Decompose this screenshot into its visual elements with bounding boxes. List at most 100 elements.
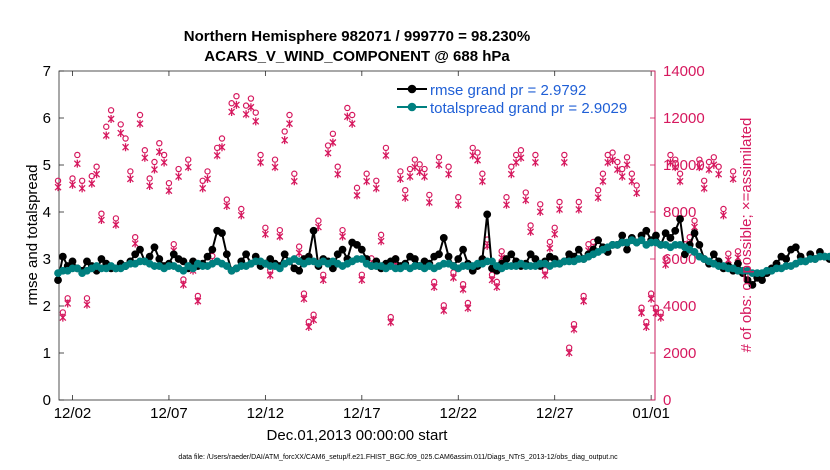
possible-obs-point [281, 128, 288, 135]
assimilated-obs-point [93, 170, 101, 179]
assimilated-obs-point [257, 158, 265, 167]
assimilated-obs-point [295, 248, 303, 257]
rmse-point [666, 233, 675, 242]
possible-obs-point [107, 107, 115, 114]
assimilated-obs-point [628, 177, 636, 186]
rmse-point [743, 276, 752, 285]
assimilated-obs-point [613, 165, 621, 174]
possible-obs-point [619, 165, 626, 173]
possible-obs-point [213, 144, 221, 152]
possible-obs-point [74, 151, 81, 159]
y-tick-label-left: 4 [43, 204, 51, 221]
assimilated-obs-point [184, 163, 192, 172]
possible-obs-point [373, 177, 380, 184]
y-tick-label-left: 0 [43, 392, 51, 409]
assimilated-obs-point [676, 177, 684, 186]
legend-rmse-marker [407, 84, 417, 94]
possible-obs-point [363, 170, 370, 177]
assimilated-obs-point [78, 184, 86, 193]
rmse-point [338, 245, 347, 254]
rmse-point [353, 241, 361, 249]
assimilated-obs-point [348, 119, 356, 128]
y-tick-label-right: 2000 [663, 345, 696, 362]
x-tick-label: 12/17 [343, 405, 381, 422]
assimilated-obs-point [126, 174, 134, 183]
assimilated-obs-point [141, 153, 149, 162]
possible-obs-point [175, 165, 182, 173]
assimilated-obs-point [353, 191, 361, 200]
possible-obs-point [522, 189, 529, 196]
assimilated-obs-point [329, 138, 337, 147]
rmse-point [483, 210, 492, 219]
plot-area [58, 70, 656, 401]
possible-obs-point [136, 111, 144, 119]
rmse-point [444, 252, 453, 261]
assimilated-obs-point [715, 170, 723, 179]
assimilated-obs-point [64, 299, 72, 308]
assimilated-obs-point [261, 230, 269, 239]
possible-obs-point [633, 182, 640, 189]
y-tick-label-left: 6 [43, 110, 51, 127]
possible-obs-point [146, 175, 153, 182]
possible-obs-point [93, 163, 100, 170]
rmse-point [179, 257, 188, 266]
assimilated-obs-point [83, 300, 91, 309]
assimilated-obs-point [720, 211, 727, 220]
assimilated-obs-point [642, 322, 650, 331]
possible-obs-point [604, 151, 611, 159]
assimilated-obs-point [59, 313, 67, 322]
assimilated-obs-point [406, 172, 414, 181]
x-axis: 12/02 12/07 12/12 12/17 12/22 12/27 01/01 [54, 71, 670, 422]
possible-obs-point [252, 109, 259, 116]
rmse-point [54, 276, 62, 285]
assimilated-obs-point [112, 220, 120, 229]
rmse-point [203, 252, 212, 261]
assimilated-obs-point [638, 308, 645, 317]
possible-obs-point [334, 163, 341, 170]
possible-obs-point [676, 170, 684, 177]
rmse-point [454, 255, 463, 263]
possible-obs-point [517, 147, 525, 154]
assimilated-obs-point [136, 119, 144, 128]
legend-rmse-label: rmse grand pr = 2.9792 [430, 82, 586, 99]
y-axis-label-left: rmse and totalspread [24, 165, 41, 306]
possible-obs-point [291, 170, 298, 177]
assimilated-obs-point [223, 201, 231, 210]
rmse-point [222, 250, 231, 259]
chart-title: Northern Hemisphere 982071 / 999770 = 98… [184, 28, 530, 45]
assimilated-obs-point [372, 184, 380, 193]
possible-obs-point [609, 149, 616, 156]
footnote: data file: /Users/raeder/DAI/ATM_forcXX/… [178, 454, 618, 461]
assimilated-obs-point [281, 136, 289, 145]
rmse-point [661, 229, 670, 238]
assimilated-obs-point [459, 285, 467, 294]
x-tick-label: 12/22 [439, 405, 477, 422]
assimilated-obs-point [69, 180, 76, 189]
possible-obs-point [204, 168, 211, 175]
possible-obs-point [725, 250, 732, 257]
obs-count-series [54, 92, 742, 357]
possible-obs-point [397, 168, 404, 175]
y-tick-label-left: 2 [43, 298, 51, 315]
rmse-point [671, 226, 680, 235]
assimilated-obs-point [276, 232, 284, 241]
y-tick-label-right: 4000 [663, 298, 696, 315]
possible-obs-point [455, 194, 462, 201]
assimilated-obs-point [396, 174, 404, 183]
y-tick-label-left: 3 [43, 251, 51, 268]
assimilated-obs-point [252, 117, 260, 126]
possible-obs-point [165, 179, 173, 187]
rmse-point [242, 250, 250, 259]
assimilated-obs-point [623, 160, 631, 169]
legend-spread-label: totalspread grand pr = 2.9029 [430, 100, 627, 117]
rmse-point [652, 231, 660, 240]
rmse-point [758, 276, 766, 285]
possible-obs-point [156, 139, 163, 147]
possible-obs-point [710, 154, 718, 161]
rmse-point [97, 255, 106, 263]
assimilated-obs-point [218, 143, 226, 152]
possible-obs-point [218, 135, 226, 142]
possible-obs-point [117, 121, 124, 128]
assimilated-obs-point [290, 177, 298, 186]
possible-obs-point [411, 156, 419, 163]
